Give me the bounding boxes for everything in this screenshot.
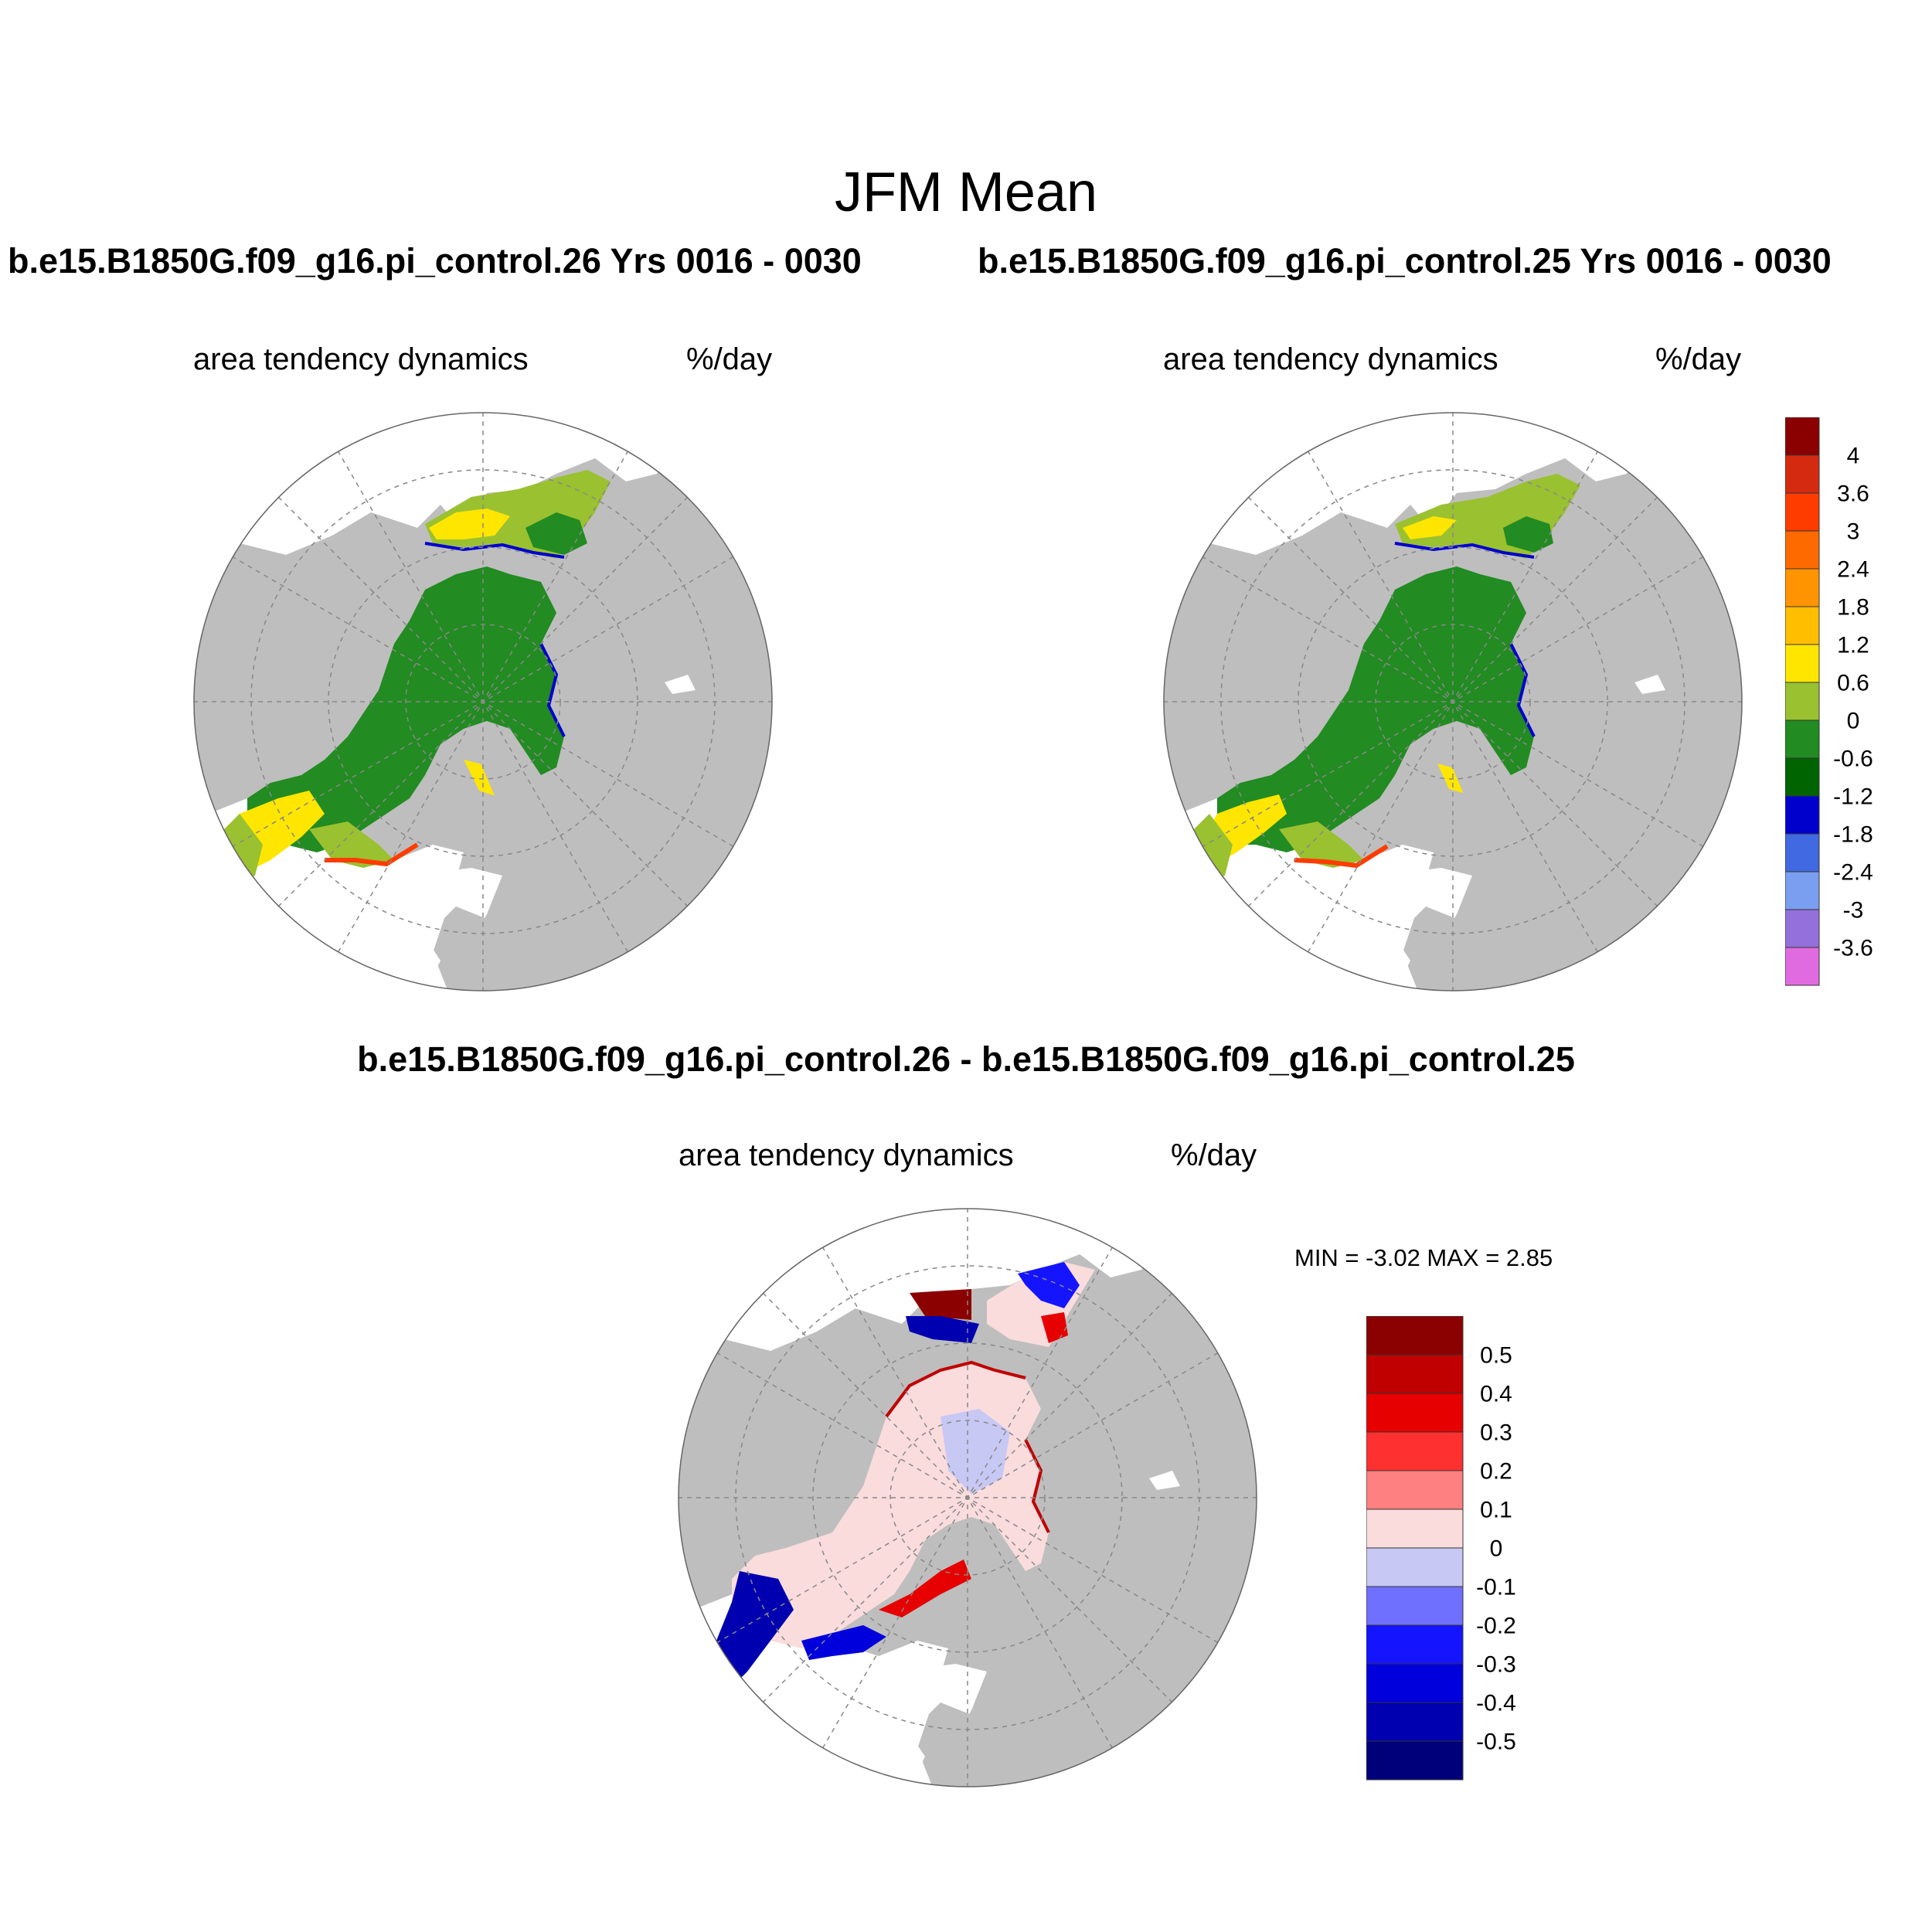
main-colorbar-tick-label: -1.2 [1833, 784, 1873, 810]
ice-edge-red [1294, 844, 1389, 869]
diff-colorbar-swatch [1366, 1586, 1464, 1626]
map-boundary [1163, 412, 1743, 992]
figure-title: JFM Mean [834, 162, 1098, 223]
main-colorbar-tick-label: -3.6 [1833, 936, 1873, 961]
diff-colorbar-swatch [1366, 1316, 1464, 1355]
main-colorbar-swatch [1785, 568, 1820, 607]
right-panel-units: %/day [1655, 342, 1742, 376]
diff-colorbar-swatch [1366, 1702, 1464, 1742]
ice-pacific-yellow [1403, 516, 1457, 539]
diff-colorbar-tick-label: -0.2 [1476, 1614, 1516, 1639]
diff-colorbar-swatch [1366, 1393, 1464, 1433]
ice-bering [1503, 516, 1553, 553]
diff-colorbar-tick-label: -0.3 [1476, 1652, 1516, 1678]
main-colorbar-tick-label: 3.6 [1837, 481, 1869, 507]
barents-sea [1341, 868, 1495, 945]
map-boundary [678, 1208, 1257, 1787]
ice-pacific-yellow [429, 509, 510, 539]
min-max-readout: MIN = -3.02 MAX = 2.85 [1294, 1244, 1553, 1271]
barents-sea [371, 868, 526, 945]
main-colorbar-tick-label: 0 [1847, 709, 1860, 734]
main-colorbar-swatch [1785, 417, 1820, 456]
small-island [1149, 1471, 1180, 1490]
diff-edge-red [885, 1360, 1050, 1533]
ice-edge-blue [424, 542, 566, 737]
main-colorbar-swatch [1785, 871, 1820, 910]
ice-edge-red [325, 842, 419, 867]
main-colorbar-swatch [1785, 644, 1820, 683]
diff-colorbar-swatch [1366, 1547, 1464, 1587]
main-colorbar-swatch [1785, 833, 1820, 872]
main-colorbar-tick-label: -0.6 [1833, 747, 1873, 772]
difference-colorbar: 0.5 0.4 0.3 0.2 0.1 0 -0.1 -0.2 -0.3 -0.4 -0.5 [1366, 1316, 1516, 1781]
left-panel-case-title: b.e15.B1850G.f09_g16.pi_control.26 Yrs 0… [8, 241, 862, 281]
main-colorbar-swatch [1785, 606, 1820, 645]
diff-chukchi-darkred [910, 1289, 971, 1320]
right-panel-case-title: b.e15.B1850G.f09_g16.pi_control.25 Yrs 0… [978, 241, 1832, 281]
ice-greenland-sea [309, 821, 394, 868]
main-colorbar-swatch [1785, 947, 1820, 986]
main-colorbar-tick-label: 4 [1847, 444, 1860, 469]
main-colorbar-swatch [1785, 719, 1820, 759]
ice-bering [526, 512, 587, 555]
diff-colorbar-swatch [1366, 1663, 1464, 1703]
right-panel-variable: area tendency dynamics [1163, 342, 1498, 376]
diff-colorbar-swatch [1366, 1624, 1464, 1665]
diff-colorbar-tick-label: 0.5 [1480, 1343, 1512, 1369]
left-panel-variable: area tendency dynamics [193, 342, 529, 376]
diff-colorbar-swatch [1366, 1740, 1464, 1781]
diff-colorbar-tick-label: -0.1 [1476, 1575, 1516, 1600]
barents-sea [855, 1664, 1010, 1741]
map-boundary [193, 412, 773, 992]
main-colorbar-tick-label: 1.8 [1837, 595, 1869, 621]
main-colorbar-tick-label: 3 [1847, 519, 1860, 545]
main-colorbar-tick-label: -1.8 [1833, 822, 1873, 848]
main-colorbar-swatch [1785, 492, 1820, 532]
diff-bering-blue [1018, 1262, 1080, 1308]
diff-colorbar-swatch [1366, 1354, 1464, 1394]
main-colorbar-swatch [1785, 454, 1820, 494]
left-polar-map [193, 412, 773, 992]
diff-colorbar-tick-label: 0.2 [1480, 1459, 1512, 1485]
diff-colorbar-tick-label: -0.4 [1476, 1691, 1516, 1716]
main-colorbar-tick-label: 2.4 [1837, 557, 1869, 583]
main-colorbar: 4 3.6 3 2.4 1.8 1.2 0.6 0 -0.6 -1.2 -1.8 -2.4 -3 -3.6 [1785, 417, 1873, 986]
main-colorbar-tick-label: -2.4 [1833, 860, 1873, 886]
diff-colorbar-tick-label: 0 [1490, 1536, 1503, 1562]
main-colorbar-tick-label: -3 [1843, 898, 1864, 923]
main-colorbar-swatch [1785, 682, 1820, 721]
diff-panel-units: %/day [1171, 1138, 1257, 1172]
graticule [679, 1209, 1257, 1787]
graticule [1164, 413, 1742, 991]
diff-greenland-blue [801, 1625, 886, 1660]
difference-polar-map [678, 1208, 1257, 1787]
diff-panel-variable: area tendency dynamics [679, 1138, 1014, 1172]
diff-colorbar-swatch [1366, 1509, 1464, 1549]
small-island [665, 675, 696, 694]
ice-greenland-sea [1279, 821, 1364, 868]
diff-colorbar-tick-label: 0.1 [1480, 1498, 1512, 1523]
diff-kara-red [879, 1560, 971, 1617]
difference-panel-title: b.e15.B1850G.f09_g16.pi_control.26 - b.e… [357, 1039, 1575, 1079]
graticule [194, 413, 772, 991]
main-colorbar-swatch [1785, 909, 1820, 948]
main-colorbar-swatch [1785, 530, 1820, 570]
diff-colorbar-swatch [1366, 1431, 1464, 1471]
diff-colorbar-swatch [1366, 1470, 1464, 1510]
main-colorbar-swatch [1785, 795, 1820, 835]
small-island [1634, 675, 1665, 694]
diff-colorbar-tick-label: 0.4 [1480, 1382, 1512, 1407]
diff-chukchi-blue [906, 1316, 979, 1343]
diff-colorbar-tick-label: -0.5 [1476, 1730, 1516, 1755]
main-colorbar-tick-label: 1.2 [1837, 633, 1869, 658]
diff-labrador-red [693, 1664, 740, 1710]
diff-colorbar-tick-label: 0.3 [1480, 1420, 1512, 1446]
left-panel-units: %/day [686, 342, 773, 376]
right-polar-map [1163, 412, 1743, 992]
main-colorbar-tick-label: 0.6 [1837, 671, 1869, 696]
main-colorbar-swatch [1785, 757, 1820, 797]
ice-edge-blue [1394, 542, 1536, 737]
